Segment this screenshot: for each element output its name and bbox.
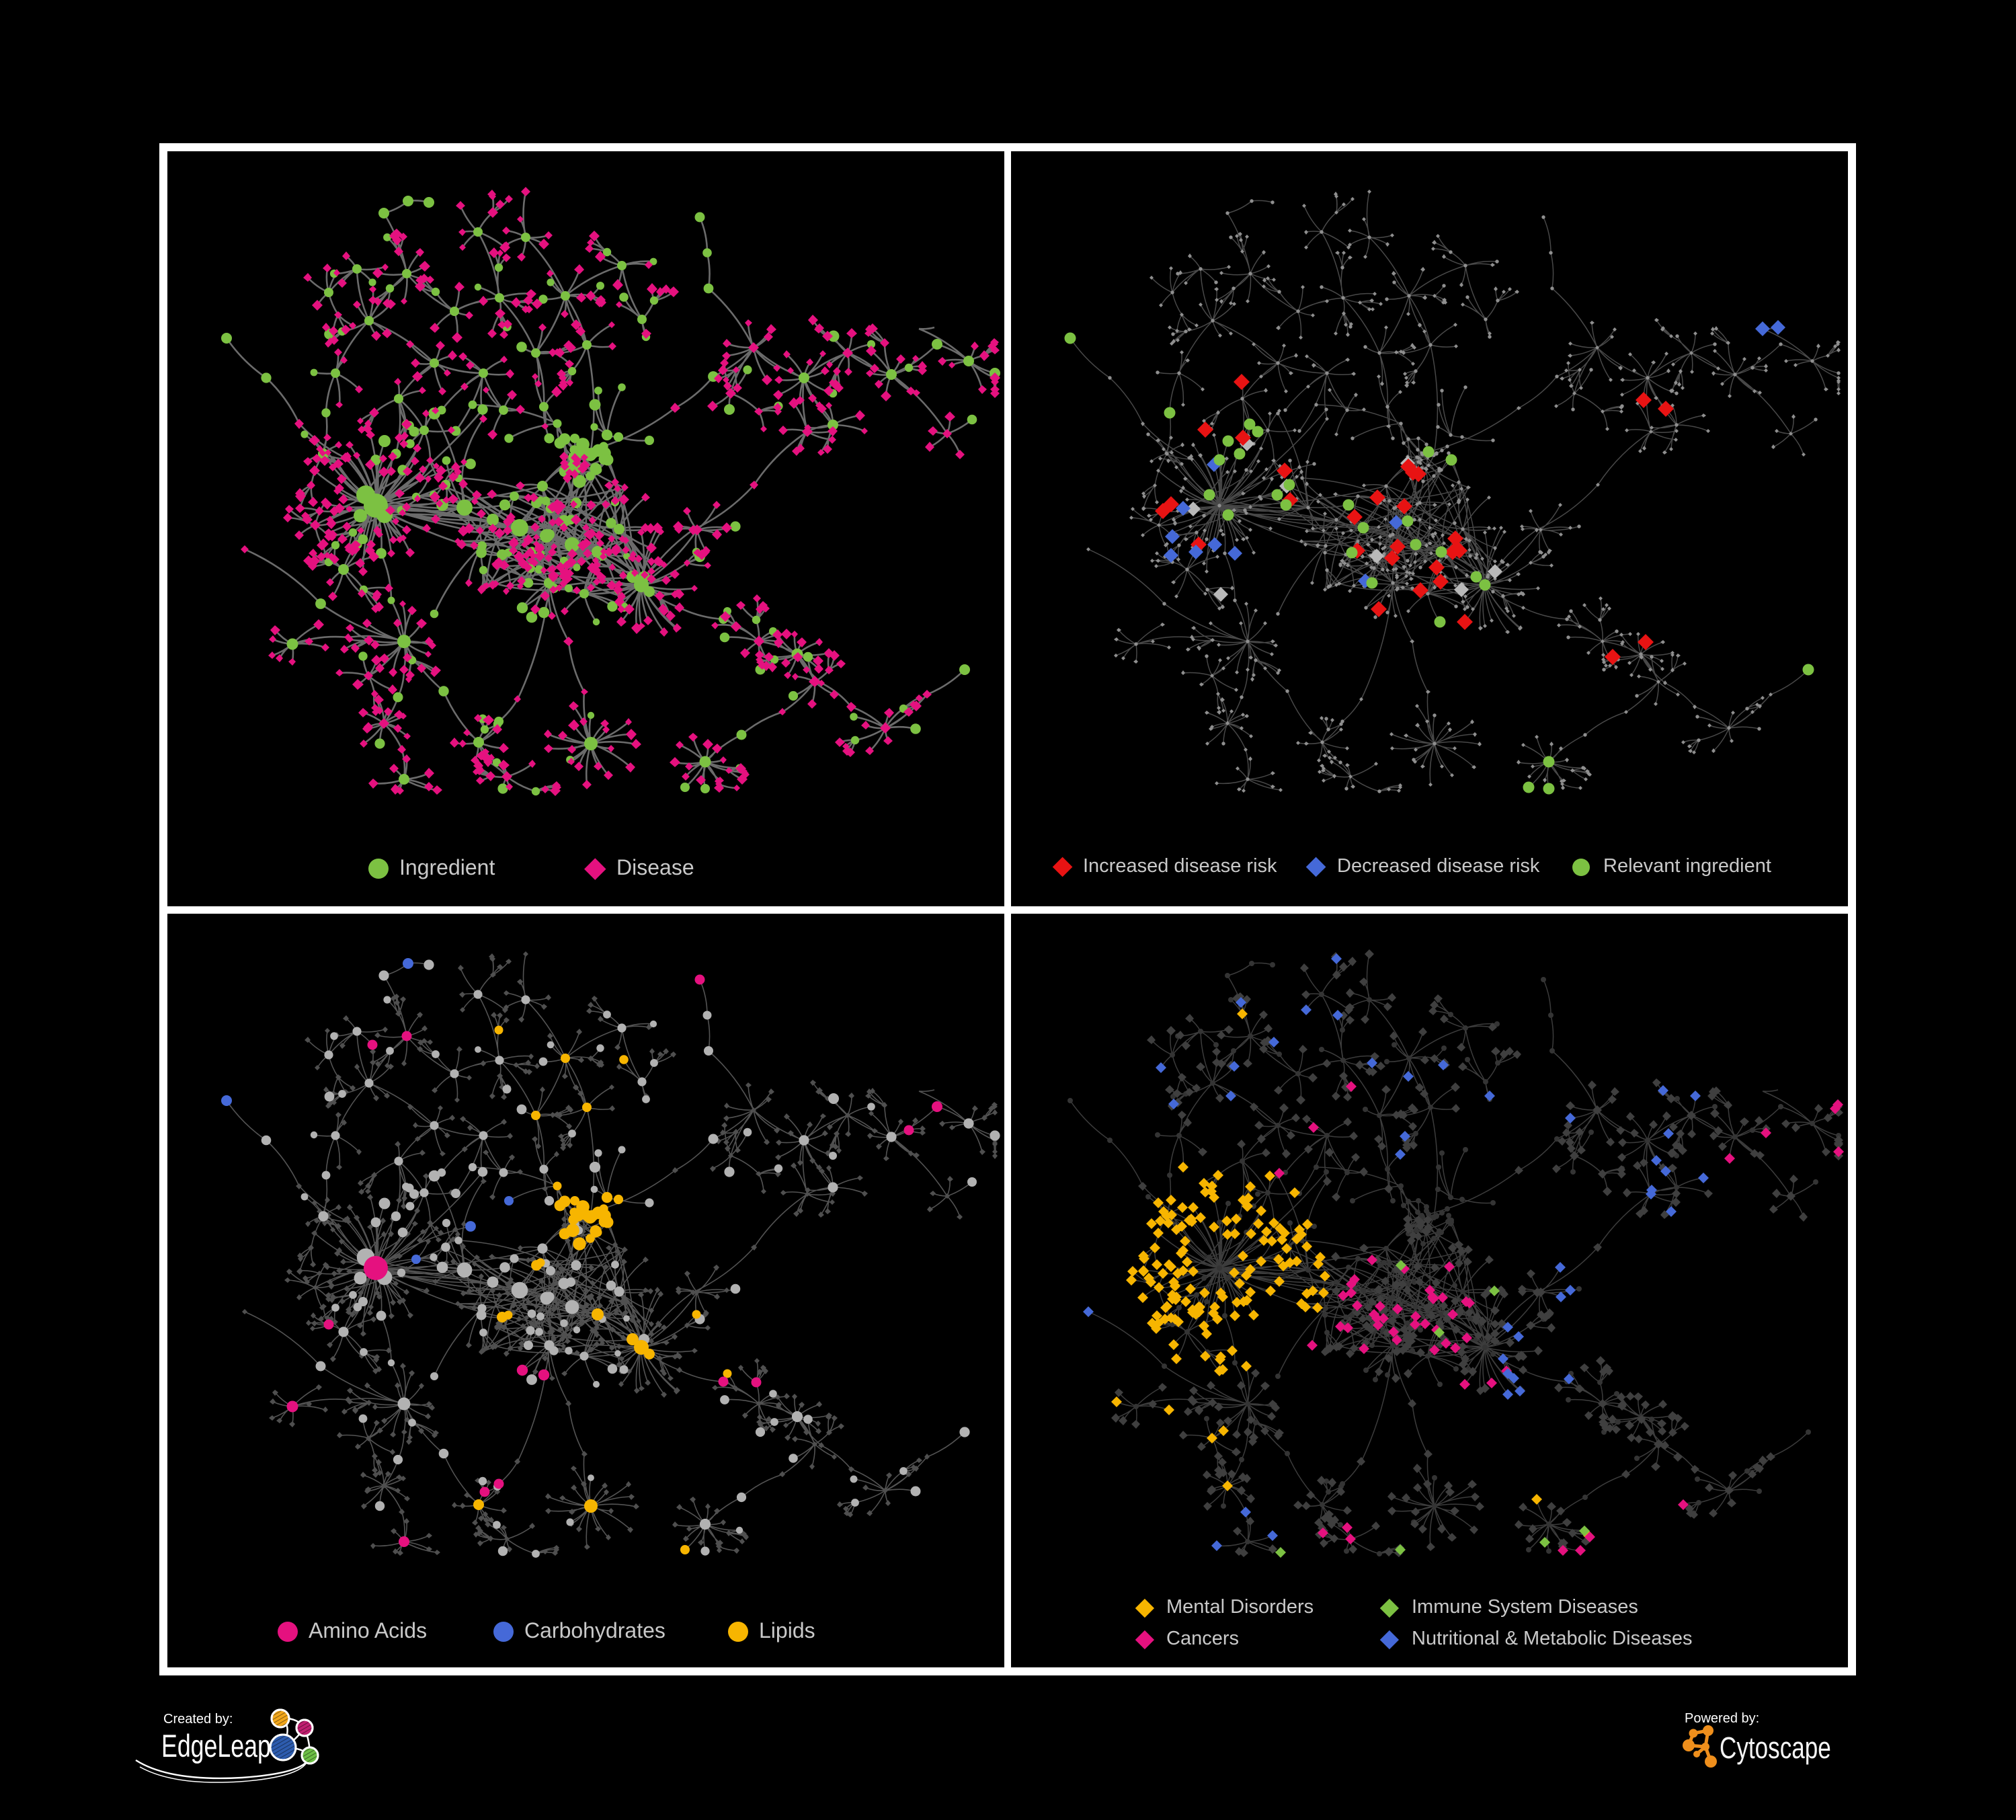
- svg-text:Created by:: Created by:: [163, 1712, 233, 1727]
- svg-text:EdgeLeap: EdgeLeap: [161, 1728, 271, 1764]
- svg-text:Cytoscape: Cytoscape: [1720, 1731, 1831, 1765]
- svg-text:Powered by:: Powered by:: [1685, 1711, 1759, 1726]
